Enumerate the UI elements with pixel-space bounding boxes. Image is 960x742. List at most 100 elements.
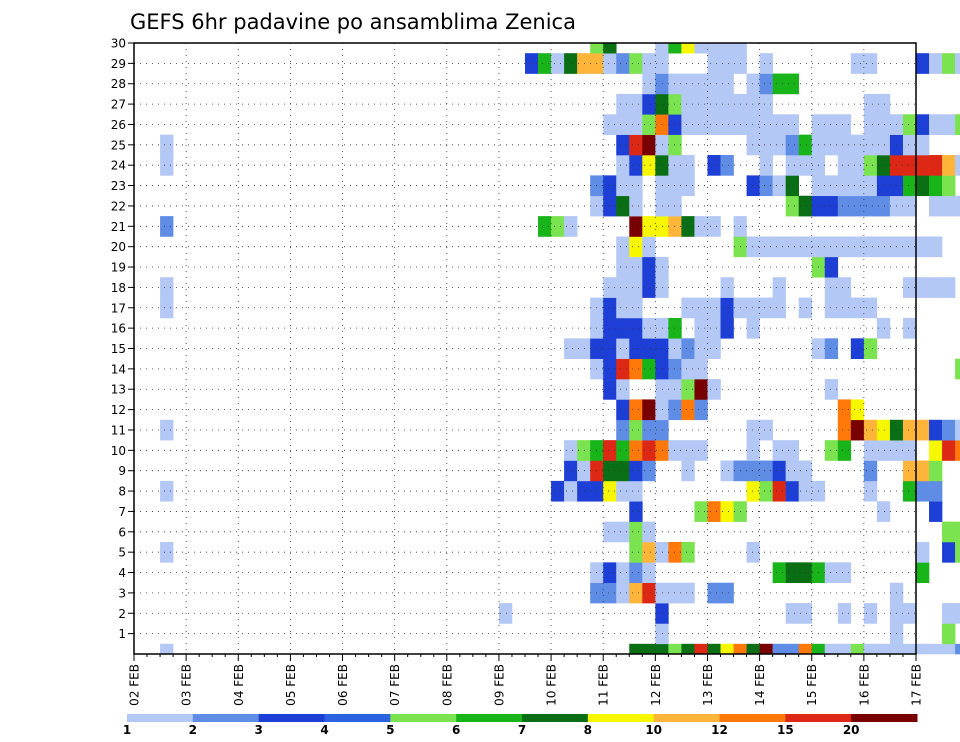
heatmap-cell xyxy=(160,541,174,563)
heatmap-cell xyxy=(772,236,786,258)
heatmap-cell xyxy=(733,43,747,54)
y-tick-label: 14 xyxy=(111,362,126,376)
heatmap-cell xyxy=(746,480,760,502)
heatmap-cell xyxy=(837,114,852,135)
heatmap-cell xyxy=(707,93,721,115)
x-tick-label: 13 FEB xyxy=(701,664,715,706)
heatmap-cell xyxy=(850,195,865,217)
heatmap-cell xyxy=(707,53,721,74)
heatmap-cell xyxy=(564,216,578,237)
heatmap-cell xyxy=(629,460,643,482)
heatmap-cell xyxy=(955,114,960,135)
colorbar-level-label: 4 xyxy=(320,723,328,737)
heatmap-cell xyxy=(603,358,617,380)
heatmap-cell xyxy=(681,541,695,563)
heatmap-cell xyxy=(655,256,669,278)
heatmap-cell xyxy=(876,155,891,176)
heatmap-cell xyxy=(876,643,891,655)
heatmap-cell xyxy=(668,93,682,115)
heatmap-cell xyxy=(902,603,917,624)
heatmap-cell xyxy=(837,643,852,655)
heatmap-cell xyxy=(681,399,695,421)
y-tick-label: 25 xyxy=(111,138,126,152)
heatmap-cell xyxy=(642,399,656,421)
heatmap-cell xyxy=(746,440,760,461)
heatmap-cell xyxy=(642,216,656,237)
heatmap-cell xyxy=(746,541,760,563)
heatmap-cell xyxy=(902,643,917,655)
heatmap-cell xyxy=(863,440,878,461)
heatmap-cell xyxy=(720,114,734,135)
heatmap-cell xyxy=(525,53,539,74)
heatmap-cell xyxy=(837,297,852,319)
heatmap-cell xyxy=(916,460,930,482)
heatmap-cell xyxy=(655,541,669,563)
heatmap-cell xyxy=(551,53,565,74)
y-tick-label: 10 xyxy=(111,444,126,458)
heatmap-cell xyxy=(707,317,721,339)
heatmap-cell xyxy=(942,643,956,655)
heatmap-cell xyxy=(759,297,773,319)
heatmap-cell xyxy=(655,93,669,115)
y-tick-label: 19 xyxy=(111,261,126,275)
colorbar-swatch xyxy=(324,714,391,722)
y-tick-label: 28 xyxy=(111,77,126,91)
y-tick-label: 23 xyxy=(111,179,126,193)
heatmap-cell xyxy=(616,297,630,319)
heatmap-cell xyxy=(629,541,643,563)
heatmap-cell xyxy=(798,603,813,624)
heatmap-cell xyxy=(603,582,617,604)
heatmap-cell xyxy=(942,53,956,74)
heatmap-cell xyxy=(929,643,943,655)
y-axis: 1234567891011121314151617181920212223242… xyxy=(111,37,134,641)
y-tick-label: 20 xyxy=(111,240,126,254)
heatmap-cell xyxy=(942,195,956,217)
heatmap-cell xyxy=(746,236,760,258)
heatmap-cell xyxy=(876,501,891,522)
colorbar-level-label: 15 xyxy=(777,723,794,737)
heatmap-cell xyxy=(863,460,878,482)
heatmap-cell xyxy=(160,134,174,156)
heatmap-cell xyxy=(837,603,852,624)
heatmap-cell xyxy=(824,297,839,319)
heatmap-cell xyxy=(942,541,956,563)
heatmap-cell xyxy=(707,582,721,604)
x-tick-label: 12 FEB xyxy=(649,664,663,706)
heatmap-cell xyxy=(681,582,695,604)
heatmap-cell xyxy=(629,562,643,584)
heatmap-cell xyxy=(603,53,617,74)
heatmap-cell xyxy=(668,440,682,461)
heatmap-cell xyxy=(707,114,721,135)
heatmap-cell xyxy=(681,175,695,197)
heatmap-cell xyxy=(772,73,786,95)
heatmap-cell xyxy=(929,419,943,441)
heatmap-cell xyxy=(824,562,839,584)
heatmap-cell xyxy=(681,155,695,176)
heatmap-cell xyxy=(551,480,565,502)
heatmap-cell xyxy=(538,53,552,74)
heatmap-cell xyxy=(629,134,643,156)
heatmap-cell xyxy=(668,195,682,217)
heatmap-cell xyxy=(668,541,682,563)
y-tick-label: 15 xyxy=(111,342,126,356)
heatmap-cell xyxy=(642,256,656,278)
heatmap-cell xyxy=(876,195,891,217)
colorbar-level-label: 12 xyxy=(711,723,728,737)
heatmap-cell xyxy=(916,562,930,584)
colorbar-level-label: 3 xyxy=(254,723,262,737)
heatmap-cell xyxy=(642,155,656,176)
heatmap-cell xyxy=(863,93,878,115)
heatmap-cell xyxy=(916,134,930,156)
heatmap-cell xyxy=(603,379,617,400)
heatmap-cell xyxy=(837,419,852,441)
heatmap-cell xyxy=(785,155,799,176)
heatmap-cell xyxy=(603,297,617,319)
heatmap-cell xyxy=(498,603,513,624)
heatmap-cell xyxy=(850,53,865,74)
heatmap-cell xyxy=(655,114,669,135)
heatmap-cell xyxy=(629,93,643,115)
heatmap-cell xyxy=(929,236,943,258)
heatmap-cell xyxy=(668,73,682,95)
heatmap-cell xyxy=(694,440,708,461)
heatmap-cell xyxy=(629,419,643,441)
